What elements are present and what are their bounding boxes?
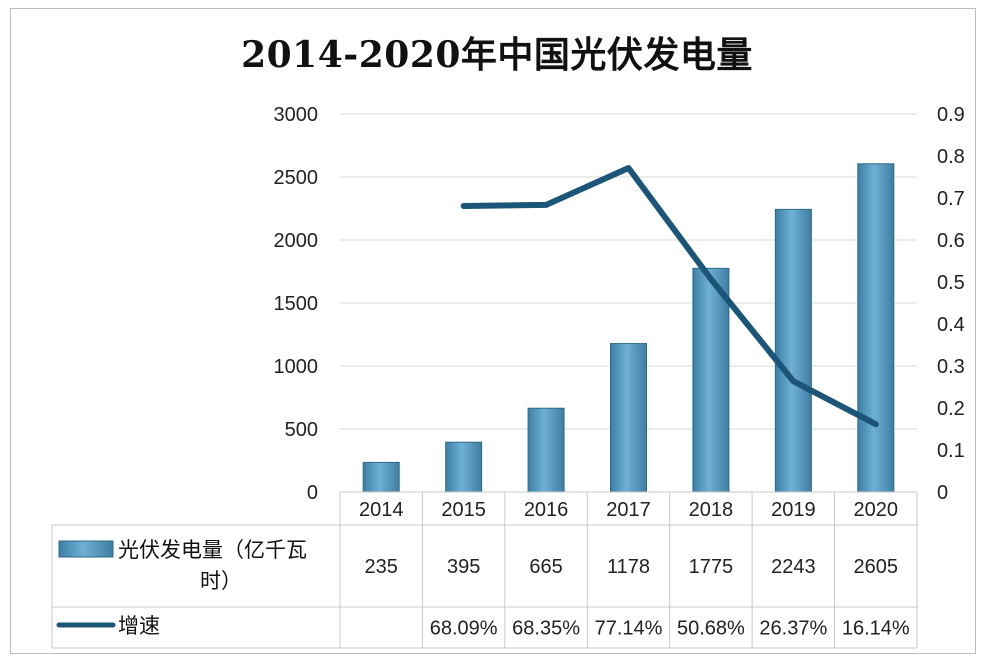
bar-value-label: 1178 bbox=[607, 556, 650, 578]
data-table: 2014 2015 2016 2017 2018 2019 2020 235 395 665 11… bbox=[52, 492, 917, 648]
x-tick-label: 2015 bbox=[441, 499, 486, 521]
growth-point bbox=[873, 422, 878, 427]
y-left-tick-label: 2500 bbox=[274, 167, 319, 189]
x-tick-label: 2016 bbox=[524, 499, 569, 521]
bar bbox=[363, 462, 399, 492]
bar bbox=[858, 164, 894, 492]
growth-point bbox=[791, 379, 796, 384]
bar-value-label: 395 bbox=[447, 556, 480, 578]
x-tick-label: 2014 bbox=[359, 499, 404, 521]
bar-value-label: 1775 bbox=[689, 556, 734, 578]
y-right-tick-label: 0 bbox=[937, 482, 948, 504]
x-tick-label: 2018 bbox=[689, 499, 734, 521]
table-category-row: 2014 2015 2016 2017 2018 2019 2020 bbox=[359, 499, 898, 521]
bar bbox=[528, 408, 564, 492]
table-bar-values-row: 235 395 665 1178 1775 2243 2605 bbox=[365, 556, 899, 578]
growth-point bbox=[626, 166, 631, 171]
table-legend: 光伏发电量（亿千瓦 时） 增速 bbox=[59, 538, 307, 638]
y-left-tick-label: 1000 bbox=[274, 356, 319, 378]
bar-legend-swatch bbox=[59, 541, 113, 557]
growth-value-label: 50.68% bbox=[677, 618, 745, 640]
y-right-tick-label: 0.5 bbox=[937, 272, 965, 294]
left-axis-ticks: 0 500 1000 1500 2000 2500 3000 bbox=[274, 104, 319, 504]
bar-value-label: 235 bbox=[365, 556, 398, 578]
growth-value-label: 26.37% bbox=[759, 618, 827, 640]
bar bbox=[693, 268, 729, 492]
line-legend-label: 增速 bbox=[118, 614, 160, 638]
y-left-tick-label: 1500 bbox=[274, 293, 319, 315]
x-tick-label: 2019 bbox=[771, 499, 816, 521]
y-left-tick-label: 3000 bbox=[274, 104, 319, 126]
bar-legend-label-line1: 光伏发电量（亿千瓦 bbox=[118, 538, 307, 562]
y-left-tick-label: 2000 bbox=[274, 230, 319, 252]
line-series bbox=[461, 166, 878, 427]
y-right-tick-label: 0.2 bbox=[937, 398, 965, 420]
bar-value-label: 2605 bbox=[854, 556, 899, 578]
y-right-tick-label: 0.7 bbox=[937, 188, 965, 210]
growth-value-label: 68.09% bbox=[430, 618, 498, 640]
bar-legend-label-line2: 时） bbox=[200, 569, 242, 593]
bar bbox=[775, 209, 811, 492]
y-right-tick-label: 0.4 bbox=[937, 314, 965, 336]
growth-point bbox=[708, 277, 713, 282]
x-tick-label: 2017 bbox=[606, 499, 651, 521]
growth-point bbox=[461, 204, 466, 209]
growth-line bbox=[464, 168, 876, 424]
bar-value-label: 2243 bbox=[771, 556, 816, 578]
bar bbox=[446, 442, 482, 492]
right-axis-ticks: 0 0.1 0.2 0.3 0.4 0.5 0.6 0.7 0.8 0.9 bbox=[937, 104, 965, 504]
bar-series bbox=[363, 164, 894, 492]
y-right-tick-label: 0.3 bbox=[937, 356, 965, 378]
bar bbox=[611, 344, 647, 492]
y-right-tick-label: 0.9 bbox=[937, 104, 965, 126]
growth-value-label: 68.35% bbox=[512, 618, 580, 640]
y-left-tick-label: 0 bbox=[307, 482, 318, 504]
y-right-tick-label: 0.1 bbox=[937, 440, 965, 462]
y-right-tick-label: 0.8 bbox=[937, 146, 965, 168]
y-right-tick-label: 0.6 bbox=[937, 230, 965, 252]
x-tick-label: 2020 bbox=[854, 499, 899, 521]
growth-value-label: 77.14% bbox=[595, 618, 663, 640]
growth-point bbox=[544, 202, 549, 207]
y-left-tick-label: 500 bbox=[285, 419, 318, 441]
bar-value-label: 665 bbox=[529, 556, 562, 578]
growth-value-label: 16.14% bbox=[842, 618, 910, 640]
